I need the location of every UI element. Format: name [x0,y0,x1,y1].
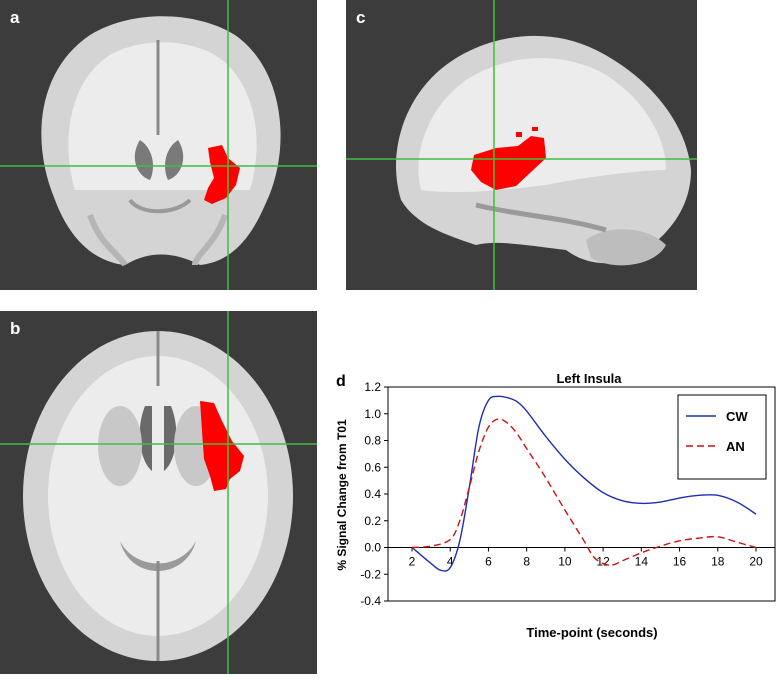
series-line-an [411,418,757,566]
y-tick-label: 0.4 [364,487,381,501]
y-tick-label: -0.2 [360,567,381,581]
y-tick-label: -0.4 [360,594,381,608]
x-tick-label: 8 [523,555,530,569]
legend-label-cw: CW [726,409,748,424]
chart-title: Left Insula [556,371,622,386]
legend-label-an: AN [726,439,745,454]
sagittal-slice-panel: c [346,0,697,290]
chart-svg: d Left Insula Time-point (seconds) % Sig… [335,371,776,640]
x-tick-label: 18 [711,555,725,569]
x-tick-label: 6 [485,555,492,569]
crosshair-icon [0,0,317,290]
activation-cluster-icon [204,145,240,204]
activation-cluster-icon [471,127,546,190]
crosshair-icon [0,311,317,674]
y-tick-label: 0.2 [364,514,381,528]
crosshair-icon [346,0,697,290]
y-tick-label: 0.0 [364,541,381,555]
x-tick-label: 4 [447,555,454,569]
y-tick-label: 0.8 [364,434,381,448]
series-line-cw [411,395,757,572]
panel-label-a: a [10,8,20,27]
x-tick-label: 2 [409,555,416,569]
y-tick-label: 0.6 [364,460,381,474]
panel-label-d: d [336,373,346,390]
x-tick-label: 10 [558,555,572,569]
x-tick-label: 20 [749,555,763,569]
x-tick-label: 14 [635,555,649,569]
panel-label-c: c [356,8,366,27]
y-tick-label: 1.2 [364,380,381,394]
x-tick-label: 16 [673,555,687,569]
y-tick-label: 1.0 [364,407,381,421]
legend-box [677,394,767,480]
x-axis-label: Time-point (seconds) [526,625,657,640]
signal-change-chart: d Left Insula Time-point (seconds) % Sig… [330,360,782,675]
x-tick-label: 12 [596,555,610,569]
panel-label-b: b [10,319,21,338]
coronal-slice-panel: a [0,0,317,290]
y-axis-label: % Signal Change from T01 [335,419,349,571]
activation-cluster-icon [200,401,244,491]
axial-slice-panel: b [0,311,317,674]
